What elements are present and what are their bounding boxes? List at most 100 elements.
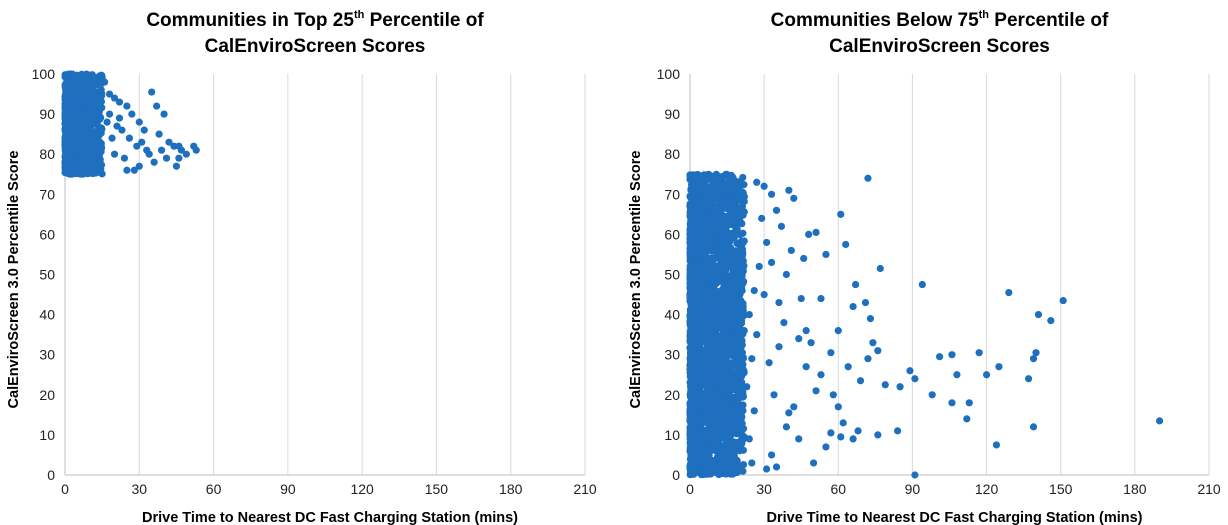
data-point — [702, 251, 710, 259]
data-point — [157, 146, 166, 154]
data-point — [93, 121, 102, 129]
data-point — [165, 138, 173, 146]
data-point — [874, 431, 882, 439]
data-point — [802, 327, 810, 335]
data-point — [724, 396, 733, 405]
data-point — [1005, 288, 1013, 297]
data-point — [709, 185, 717, 193]
data-point — [849, 435, 857, 443]
data-point — [963, 415, 971, 423]
data-point — [739, 327, 748, 335]
y-axis-label: CalEnviroScreen 3.0 Percentile Score — [6, 151, 22, 409]
data-point — [105, 110, 114, 118]
data-point — [729, 416, 737, 425]
data-point — [716, 446, 725, 455]
data-point — [697, 306, 705, 314]
data-point — [739, 207, 747, 215]
y-tick-label: 0 — [672, 467, 680, 483]
y-tick-label: 50 — [39, 267, 55, 283]
data-point — [133, 142, 141, 150]
data-point — [89, 95, 97, 103]
data-point — [723, 383, 731, 392]
data-point — [785, 186, 793, 194]
data-point — [687, 367, 695, 375]
chart-title-text: Communities in Top 25 — [146, 10, 354, 31]
data-point — [730, 450, 738, 458]
y-axis-label: CalEnviroScreen 3.0 Percentile Score — [628, 151, 644, 409]
y-tick-label: 90 — [664, 106, 680, 122]
data-point — [695, 268, 703, 276]
data-point — [63, 147, 71, 155]
data-point — [68, 153, 76, 161]
data-point — [92, 169, 100, 177]
chart-top-25-percentile: Communities in Top 25th Percentile of Cal… — [6, 9, 597, 525]
data-point — [686, 313, 694, 321]
data-point — [87, 108, 96, 116]
y-tick-label: 40 — [664, 307, 680, 323]
data-point — [687, 251, 695, 259]
data-point — [702, 464, 710, 472]
chart-title-text: Communities Below 75 — [771, 10, 979, 31]
data-point — [737, 440, 745, 448]
data-point — [725, 192, 733, 200]
data-point — [177, 146, 185, 154]
data-point — [72, 125, 80, 133]
data-point — [705, 376, 713, 385]
y-tick-label: 30 — [39, 347, 55, 363]
data-point — [143, 146, 151, 154]
chart-title-line1: Communities in Top 25th Percentile of — [146, 9, 484, 31]
data-point — [975, 349, 983, 357]
data-point — [849, 302, 857, 311]
data-point — [686, 202, 694, 210]
x-tick-label: 90 — [280, 481, 296, 497]
data-point — [722, 217, 731, 225]
data-point — [809, 459, 818, 467]
data-point — [807, 339, 815, 347]
data-point — [694, 294, 702, 303]
data-point — [135, 118, 143, 126]
data-point — [851, 280, 860, 289]
chart-title-text-end: Percentile of — [989, 10, 1109, 31]
data-point — [827, 429, 835, 437]
data-point — [696, 355, 705, 363]
data-point — [707, 400, 716, 409]
data-point — [698, 273, 707, 281]
data-point — [711, 468, 720, 476]
data-point — [689, 360, 697, 368]
data-point — [763, 238, 771, 247]
data-point — [864, 355, 872, 363]
data-point — [73, 108, 81, 116]
data-point — [93, 111, 101, 119]
data-point — [63, 129, 71, 137]
data-point — [726, 423, 734, 431]
data-point — [1047, 317, 1055, 325]
data-point — [733, 184, 742, 192]
data-point — [737, 246, 745, 254]
data-point — [705, 358, 713, 366]
data-point — [739, 239, 747, 247]
data-point — [691, 452, 699, 460]
data-point — [709, 278, 717, 286]
data-point — [130, 166, 138, 174]
data-point — [690, 280, 698, 288]
y-tick-label: 20 — [664, 387, 680, 403]
data-point — [690, 195, 698, 203]
data-point — [696, 346, 705, 354]
data-point — [995, 363, 1003, 371]
data-point — [739, 354, 747, 363]
data-point — [120, 154, 129, 162]
data-point — [709, 330, 717, 338]
data-point — [706, 263, 714, 271]
data-point — [172, 162, 181, 170]
data-point — [827, 349, 835, 357]
x-tick-label: 150 — [1049, 481, 1073, 497]
data-point — [829, 391, 837, 399]
data-point — [693, 316, 702, 324]
data-point — [739, 369, 747, 378]
data-point — [767, 190, 776, 198]
chart-title-superscript: th — [354, 9, 365, 21]
y-tick-label: 40 — [39, 307, 55, 323]
data-point — [135, 162, 143, 170]
data-point — [797, 294, 805, 303]
chart-title-text-end: Percentile of — [364, 10, 484, 31]
